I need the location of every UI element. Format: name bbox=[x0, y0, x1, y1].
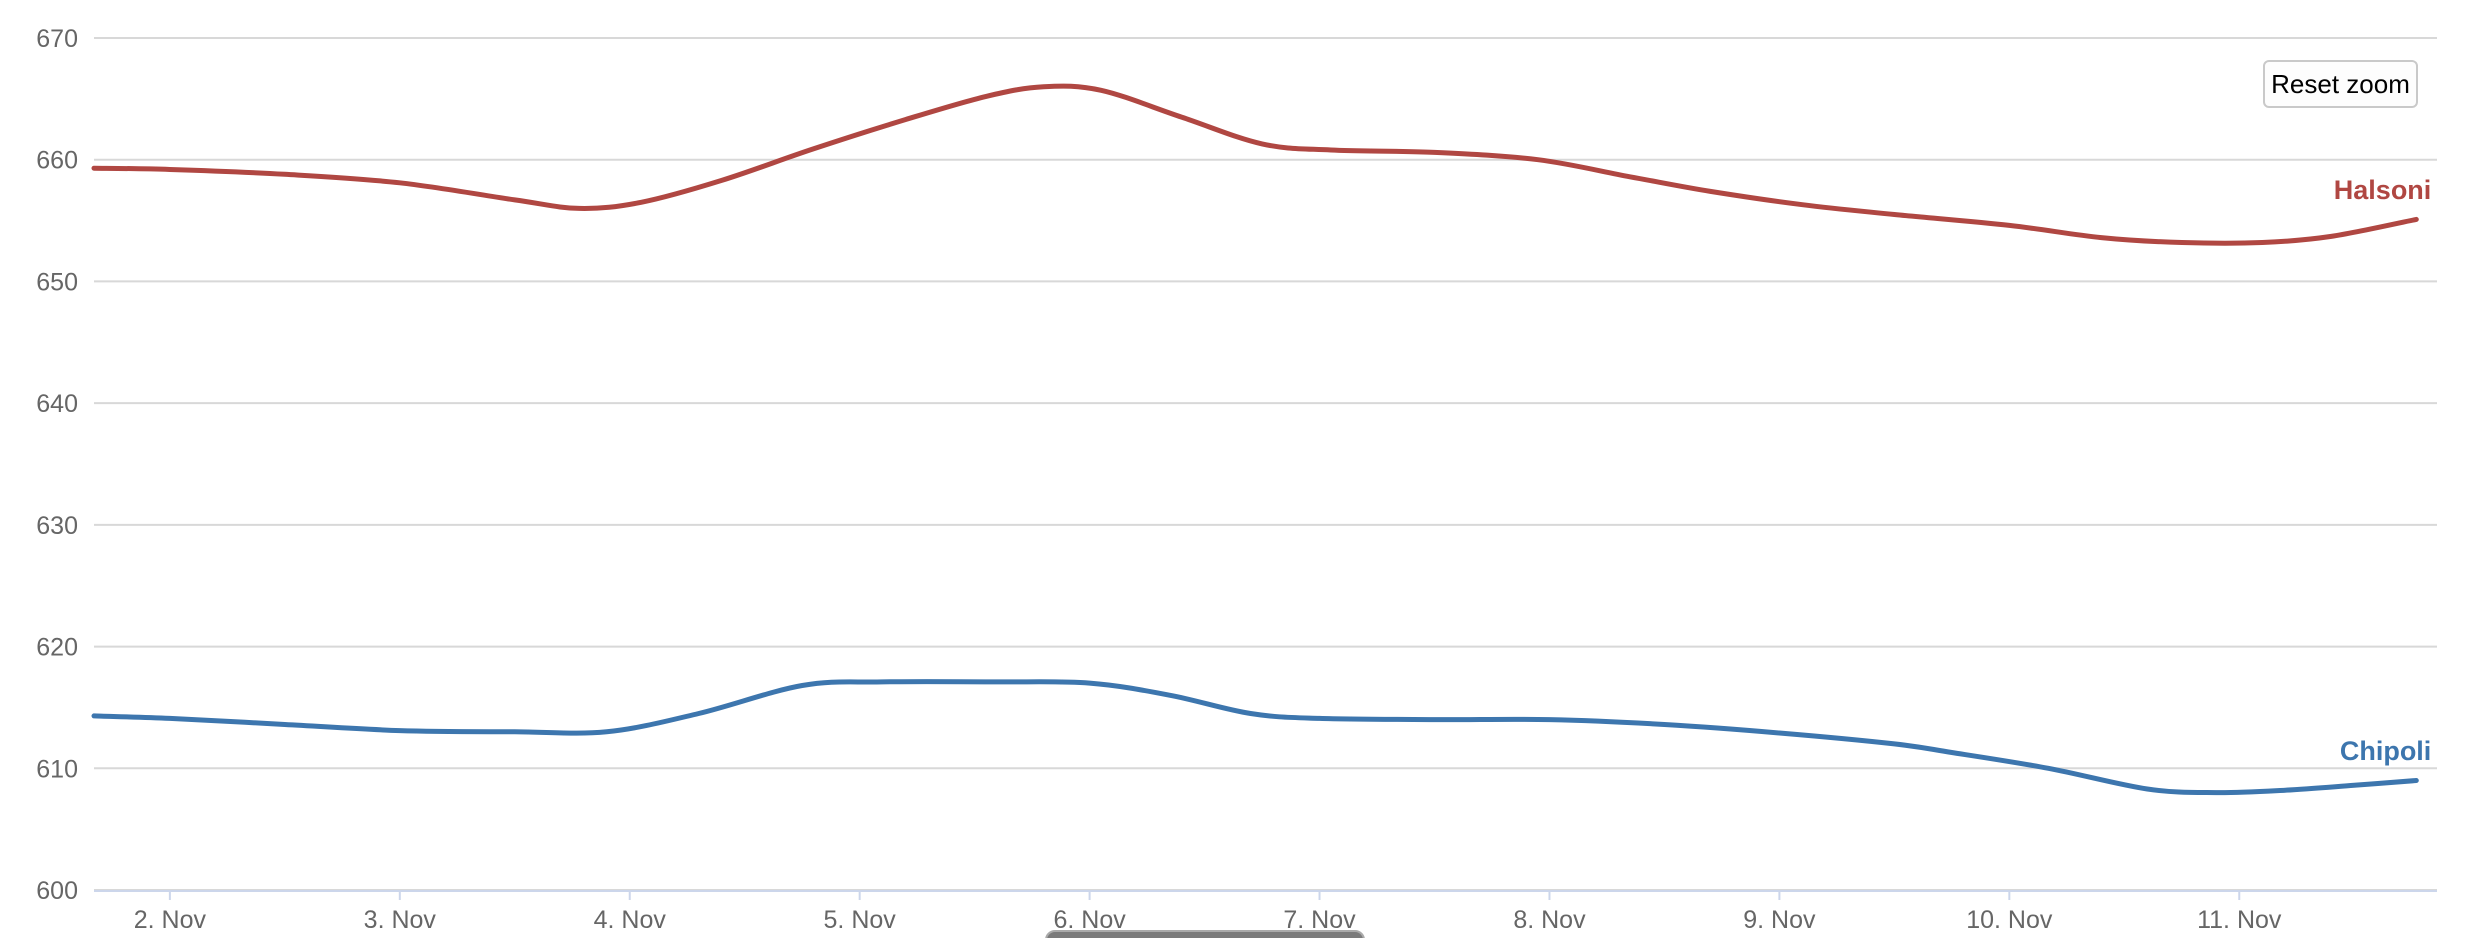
series-label-chipoli: Chipoli bbox=[2339, 736, 2432, 767]
y-axis-label: 640 bbox=[36, 390, 78, 418]
x-axis-label: 11. Nov bbox=[2197, 906, 2282, 934]
series-label-halsoni: Halsoni bbox=[2333, 175, 2432, 206]
y-axis-label: 660 bbox=[36, 147, 78, 175]
x-axis-label: 10. Nov bbox=[1966, 906, 2053, 934]
y-axis-label: 610 bbox=[36, 755, 78, 783]
halsoni-series-line bbox=[91, 83, 2419, 246]
y-axis-label: 670 bbox=[36, 25, 78, 53]
x-axis-label: 9. Nov bbox=[1743, 906, 1816, 934]
x-axis-label: 6. Nov bbox=[1053, 906, 1126, 934]
y-axis-label: 630 bbox=[36, 512, 78, 540]
x-axis-label: 7. Nov bbox=[1283, 906, 1356, 934]
x-axis-label: 8. Nov bbox=[1513, 906, 1586, 934]
y-axis-label: 600 bbox=[36, 877, 78, 905]
y-axis-label: 650 bbox=[36, 268, 78, 296]
reset-zoom-button[interactable]: Reset zoom bbox=[2263, 60, 2418, 108]
chipoli-series-line bbox=[91, 679, 2419, 796]
x-axis-label: 3. Nov bbox=[364, 906, 437, 934]
horizontal-scrollbar-thumb[interactable] bbox=[1045, 930, 1365, 938]
x-axis-label: 4. Nov bbox=[594, 906, 667, 934]
x-axis-label: 2. Nov bbox=[134, 906, 207, 934]
y-axis-label: 620 bbox=[36, 634, 78, 662]
x-axis-label: 5. Nov bbox=[824, 906, 897, 934]
